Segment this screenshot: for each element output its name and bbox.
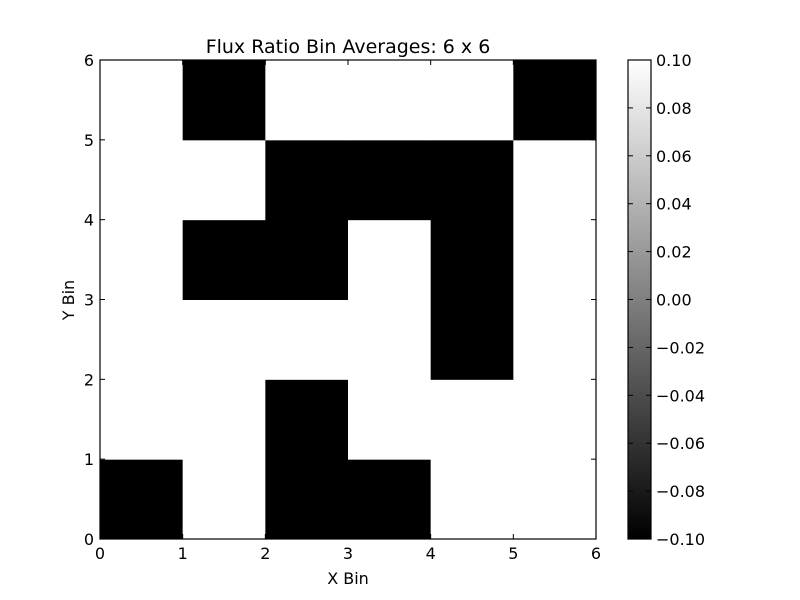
y-tick-label: 2 (84, 370, 94, 389)
heatmap-cell (430, 379, 514, 460)
heatmap-cell (100, 60, 184, 141)
colorbar-tick-label: −0.10 (656, 530, 705, 549)
chart-title: Flux Ratio Bin Averages: 6 x 6 (206, 36, 491, 58)
heatmap-cell (348, 139, 432, 221)
colorbar-ticks: −0.10 −0.08 −0.06 −0.04 −0.02 0.00 0.02 0.04 0.0… (628, 51, 705, 549)
colorbar-tick-label: −0.02 (656, 338, 705, 357)
colorbar-tick-label: 0.04 (656, 195, 692, 214)
colorbar-tick-label: −0.06 (656, 434, 705, 453)
y-tick-label: 1 (84, 450, 94, 469)
x-tick-label: 4 (426, 544, 436, 563)
y-tick-label: 5 (84, 131, 94, 150)
heatmap-cell (265, 219, 349, 300)
heatmap-cell (265, 60, 349, 141)
heatmap-cell (513, 459, 597, 540)
heatmap-cell (430, 219, 514, 300)
heatmap-cell (348, 459, 432, 540)
heatmap-cell (265, 379, 349, 460)
heatmap-cell (265, 299, 349, 380)
x-tick-label: 3 (343, 544, 353, 563)
heatmap-cell (265, 459, 349, 540)
colorbar-tick-label: 0.00 (656, 291, 692, 310)
heatmap-cell (430, 60, 514, 141)
heatmap-cell (430, 139, 514, 221)
heatmap-cell (430, 459, 514, 540)
heatmap-cell (513, 299, 597, 380)
x-tick-label: 1 (178, 544, 188, 563)
x-axis-ticks: 0 1 2 3 4 5 6 (95, 60, 601, 563)
heatmap-cell (182, 139, 266, 221)
heatmap-cell (265, 139, 349, 221)
heatmap-cell (182, 299, 266, 380)
heatmap-cell (348, 379, 432, 460)
colorbar-tick-label: −0.04 (656, 386, 705, 405)
colorbar-tick-label: −0.08 (656, 482, 705, 501)
heatmap-cell (100, 219, 184, 300)
heatmap-cell (100, 459, 184, 540)
x-tick-label: 0 (95, 544, 105, 563)
y-tick-label: 0 (84, 530, 94, 549)
heatmap-cell (348, 219, 432, 300)
y-tick-label: 3 (84, 291, 94, 310)
y-axis-ticks: 0 1 2 3 4 5 6 (84, 51, 596, 549)
colorbar-tick-label: 0.08 (656, 99, 692, 118)
heatmap-cell (100, 299, 184, 380)
x-tick-label: 5 (508, 544, 518, 563)
y-tick-label: 4 (84, 211, 94, 230)
heatmap-cell (182, 60, 266, 141)
colorbar-tick-label: 0.10 (656, 51, 692, 70)
heatmap-cell (513, 139, 597, 221)
y-tick-label: 6 (84, 51, 94, 70)
heatmap-cell (348, 60, 432, 141)
heatmap-cell (513, 379, 597, 460)
x-tick-label: 2 (260, 544, 270, 563)
colorbar-tick-label: 0.06 (656, 147, 692, 166)
heatmap-cell (182, 379, 266, 460)
x-tick-label: 6 (591, 544, 601, 563)
heatmap-cell (182, 219, 266, 300)
x-axis-label: X Bin (327, 569, 369, 588)
heatmap-cell (513, 219, 597, 300)
heatmap-cell (100, 139, 184, 221)
heatmap-cell (430, 299, 514, 380)
colorbar-tick-label: 0.02 (656, 243, 692, 262)
heatmap-cell (182, 459, 266, 540)
heatmap-cell (100, 379, 184, 460)
heatmap-cell (348, 299, 432, 380)
y-axis-label: Y Bin (59, 280, 78, 321)
heatmap-cell (513, 60, 597, 141)
heatmap-cells (100, 60, 597, 540)
